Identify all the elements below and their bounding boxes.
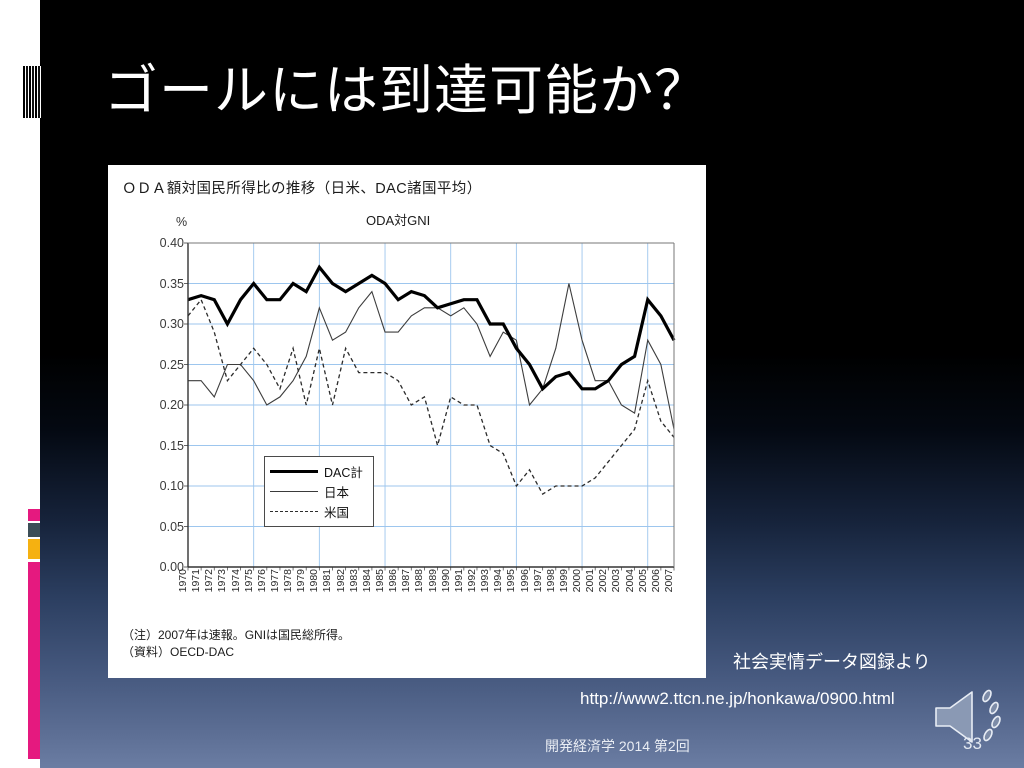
x-axis-tick-1981: 1981 — [321, 569, 334, 593]
legend-label-usa: 米国 — [324, 505, 350, 520]
x-axis-tick-1983: 1983 — [347, 569, 360, 593]
x-axis-tick-1998: 1998 — [544, 569, 557, 593]
y-axis-tick-0.10: 0.10 — [159, 479, 184, 493]
x-axis-tick-1970: 1970 — [177, 569, 189, 593]
x-axis-tick-2005: 2005 — [636, 569, 649, 593]
x-axis-tick-2007: 2007 — [663, 569, 675, 593]
x-axis-tick-1979: 1979 — [295, 569, 308, 593]
x-axis-tick-1978: 1978 — [282, 569, 295, 593]
decoration-square-gold — [28, 539, 40, 559]
x-axis-tick-labels: 1970 1971 1972 1973 1974 1975 1976 1977 1978 1979… — [177, 569, 675, 629]
legend-item-japan: 日本 — [270, 481, 368, 501]
x-axis-tick-1986: 1986 — [387, 569, 400, 593]
chart-title: ODA対GNI — [366, 213, 431, 228]
source-credit: 社会実情データ図録より — [733, 652, 931, 672]
decoration-square-pink — [28, 509, 40, 521]
page-title: ゴールには到達可能か？ — [104, 61, 709, 121]
y-axis-tick-labels: 0.40 0.35 0.30 0.25 0.20 0.15 0.10 0.05 0.00 — [132, 235, 184, 574]
x-axis-tick-1977: 1977 — [268, 569, 281, 593]
legend-label-japan: 日本 — [324, 485, 350, 500]
barcode-decoration-icon — [22, 66, 42, 118]
x-axis-tick-1989: 1989 — [426, 569, 439, 593]
x-axis-tick-1995: 1995 — [505, 569, 518, 593]
x-axis-tick-1993: 1993 — [479, 569, 492, 593]
chart-legend: DAC計 日本 米国 — [264, 456, 374, 527]
footer-note: 開発経済学 2014 第2回 — [545, 738, 690, 754]
x-axis-tick-1971: 1971 — [190, 569, 203, 593]
y-axis-tick-0.35: 0.35 — [159, 276, 184, 291]
legend-swatch-dashed-line-icon — [270, 510, 318, 512]
chart-heading: ＯＤＡ額対国民所得比の推移（日米、DAC諸国平均） — [122, 181, 482, 197]
legend-label-dac: DAC計 — [324, 465, 363, 480]
x-axis-tick-1991: 1991 — [452, 569, 465, 593]
y-axis-tick-0.25: 0.25 — [159, 357, 184, 372]
decoration-square-slate — [28, 523, 40, 537]
y-axis-tick-0.15: 0.15 — [159, 438, 184, 453]
page-number: 33 — [963, 734, 982, 753]
y-axis-tick-0.30: 0.30 — [159, 317, 184, 331]
legend-swatch-thin-line-icon — [270, 490, 318, 492]
x-axis-tick-1973: 1973 — [216, 569, 229, 593]
y-axis-tick-0.00: 0.00 — [159, 560, 184, 574]
x-axis-tick-1972: 1972 — [203, 569, 216, 593]
chart-note-1: （注）2007年は速報。GNIは国民総所得。 — [122, 628, 351, 642]
legend-swatch-thick-line-icon — [270, 469, 318, 473]
source-url[interactable]: http://www2.ttcn.ne.jp/honkawa/0900.html — [580, 689, 895, 708]
x-axis-tick-2004: 2004 — [623, 569, 636, 593]
series-line-米国 — [187, 298, 675, 496]
x-axis-tick-2003: 2003 — [610, 569, 623, 593]
chart-note-2: （資料）OECD-DAC — [122, 645, 235, 659]
speaker-icon[interactable] — [934, 688, 1018, 746]
decoration-bar-pink — [28, 562, 40, 759]
x-axis-tick-1988: 1988 — [413, 569, 426, 593]
x-axis-tick-1990: 1990 — [439, 569, 452, 593]
series-line-日本 — [188, 283, 675, 430]
x-axis-tick-1985: 1985 — [374, 569, 387, 593]
x-axis-tick-1992: 1992 — [465, 569, 478, 593]
y-axis-unit-label: % — [176, 215, 188, 229]
y-axis-tick-0.20: 0.20 — [159, 398, 184, 412]
x-axis-tick-1976: 1976 — [255, 569, 268, 593]
x-axis-tick-2000: 2000 — [571, 569, 584, 593]
x-axis-tick-1999: 1999 — [557, 569, 570, 593]
x-axis-tick-1980: 1980 — [308, 569, 321, 593]
chart-card: ＯＤＡ額対国民所得比の推移（日米、DAC諸国平均） ODA対GNI % 0.40… — [108, 165, 706, 678]
x-axis-tick-1975: 1975 — [242, 569, 255, 593]
legend-item-dac: DAC計 — [270, 461, 368, 481]
x-axis-tick-1987: 1987 — [400, 569, 413, 593]
x-axis-tick-1974: 1974 — [229, 569, 242, 593]
series-line-DAC計 — [187, 264, 676, 392]
x-axis-tick-1994: 1994 — [492, 569, 505, 593]
x-axis-tick-1984: 1984 — [360, 569, 373, 593]
x-axis-tick-2006: 2006 — [649, 569, 662, 593]
x-axis-tick-1996: 1996 — [518, 569, 531, 593]
y-axis-tick-0.05: 0.05 — [159, 519, 184, 534]
y-axis-tick-0.40: 0.40 — [159, 236, 184, 250]
x-axis-tick-1997: 1997 — [531, 569, 544, 593]
x-axis-tick-1982: 1982 — [334, 569, 347, 593]
x-axis-tick-2002: 2002 — [597, 569, 610, 593]
legend-item-usa: 米国 — [270, 501, 368, 521]
chart-footnotes: （注）2007年は速報。GNIは国民総所得。 （資料）OECD-DAC — [122, 627, 350, 661]
x-axis-tick-2001: 2001 — [584, 569, 597, 593]
line-chart-plot — [184, 242, 676, 571]
